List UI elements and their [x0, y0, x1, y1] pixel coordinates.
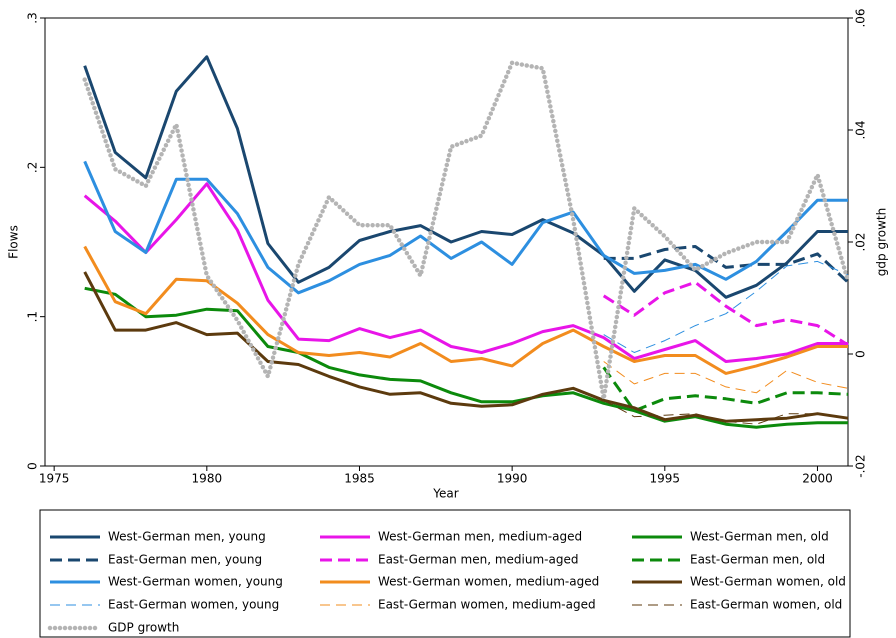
legend-label: East-German men, medium-aged	[378, 553, 578, 567]
series-line	[602, 280, 849, 347]
legend-box	[39, 509, 851, 638]
legend-label: West-German men, medium-aged	[378, 530, 582, 544]
x-tick-label: 1990	[497, 472, 528, 486]
legend-label: West-German women, old	[690, 575, 846, 589]
y2-tick-label: .06	[854, 8, 868, 27]
legend-label: East-German women, young	[108, 598, 279, 612]
series-line	[603, 260, 849, 353]
series-line	[603, 399, 849, 425]
y-tick-label: .3	[26, 12, 40, 23]
series-line	[83, 182, 848, 363]
series-line	[602, 366, 849, 413]
series-line	[83, 55, 848, 299]
legend-label: East-German men, young	[108, 553, 262, 567]
y2-tick-label: .02	[854, 232, 868, 251]
legend-label: West-German women, young	[108, 575, 283, 589]
y2-tick-label: 0	[854, 350, 868, 358]
x-tick-label: 1995	[650, 472, 681, 486]
legend-label: East-German women, medium-aged	[378, 598, 596, 612]
x-axis-title: Year	[432, 487, 458, 501]
series-line	[83, 271, 849, 423]
legend-label: West-German men, old	[690, 530, 829, 544]
y-tick-label: 0	[26, 462, 40, 470]
series-line	[82, 60, 851, 402]
legend-label: West-German men, young	[108, 530, 266, 544]
series-line	[83, 160, 848, 295]
series-line	[603, 361, 849, 394]
x-tick-label: 1980	[192, 472, 223, 486]
x-tick-label: 2000	[802, 472, 833, 486]
legend-label: West-German women, medium-aged	[378, 575, 599, 589]
series-line	[603, 245, 850, 284]
y-tick-label: .1	[26, 311, 40, 322]
legend-label: East-German men, old	[690, 553, 825, 567]
y-axis-title: Flows	[7, 225, 21, 259]
y2-axis-title: gdp growth	[875, 208, 889, 276]
series-line	[84, 286, 848, 429]
y-tick-label: .2	[26, 162, 40, 173]
legend-label: East-German women, old	[690, 598, 842, 612]
y2-tick-label: .04	[854, 120, 868, 139]
y2-tick-label: -.02	[854, 454, 868, 477]
legend-label: GDP growth	[108, 621, 179, 635]
x-tick-label: 1975	[39, 472, 70, 486]
series-line	[83, 245, 848, 375]
x-tick-label: 1985	[344, 472, 375, 486]
